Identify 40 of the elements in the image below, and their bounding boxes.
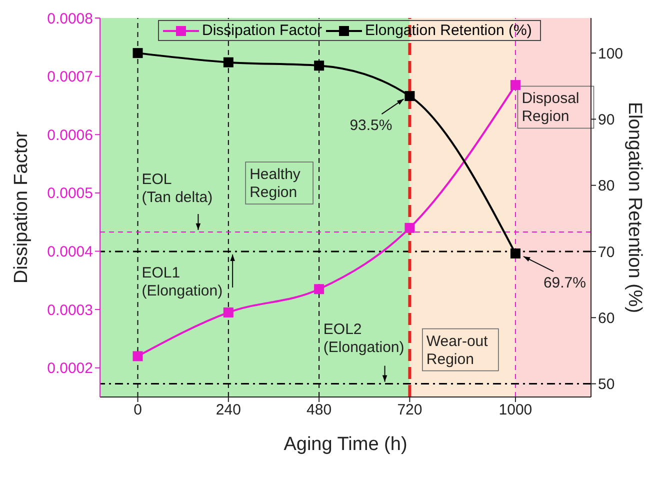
x-axis-title: Aging Time (h) bbox=[284, 434, 408, 455]
data-label: 93.5% bbox=[350, 117, 392, 134]
y2-tick-label: 70 bbox=[598, 244, 615, 261]
y-tick-label: 0.0002 bbox=[47, 360, 93, 378]
y2-tick-label: 100 bbox=[598, 45, 624, 62]
point bbox=[510, 80, 520, 90]
y-tick-label: 0.0003 bbox=[47, 302, 93, 319]
y-tick-label: 0.0004 bbox=[47, 244, 93, 261]
y2-tick-label: 50 bbox=[598, 376, 615, 394]
y-axis-title: Dissipation Factor bbox=[11, 130, 32, 284]
y-tick-label: 0.0008 bbox=[47, 10, 93, 28]
ref-line-label: EOL2 (Elongation) bbox=[323, 320, 404, 356]
y2-tick-label: 90 bbox=[598, 112, 615, 129]
legend-label: Dissipation Factor bbox=[202, 22, 322, 39]
x-tick-label: 480 bbox=[306, 402, 332, 419]
band-label: Healthy Region bbox=[250, 166, 301, 202]
point bbox=[223, 307, 234, 318]
data-label: 69.7% bbox=[543, 274, 586, 292]
band-label: Disposal Region bbox=[522, 90, 580, 126]
point bbox=[132, 48, 143, 58]
x-tick-label: 1000 bbox=[498, 402, 532, 419]
band-label: Wear-out Region bbox=[426, 332, 489, 368]
x-tick-label: 0 bbox=[134, 402, 142, 419]
point bbox=[132, 351, 143, 362]
x-tick-label: 240 bbox=[216, 402, 241, 419]
point bbox=[510, 248, 520, 258]
point bbox=[314, 284, 324, 294]
y-tick-label: 0.0005 bbox=[47, 185, 93, 202]
y-tick-label: 0.0006 bbox=[47, 126, 93, 144]
ref-line-label: EOL1 (Elongation) bbox=[142, 264, 223, 300]
y2-tick-label: 80 bbox=[598, 178, 615, 195]
point bbox=[404, 222, 415, 233]
y-tick-label: 0.0007 bbox=[47, 68, 93, 86]
point bbox=[404, 91, 415, 102]
y2-axis-title: Elongation Retention (%) bbox=[624, 102, 645, 314]
point bbox=[223, 57, 234, 68]
x-tick-label: 720 bbox=[397, 402, 422, 419]
point bbox=[314, 60, 324, 71]
ref-line-label: EOL (Tan delta) bbox=[142, 170, 213, 206]
y2-tick-label: 60 bbox=[598, 310, 615, 327]
